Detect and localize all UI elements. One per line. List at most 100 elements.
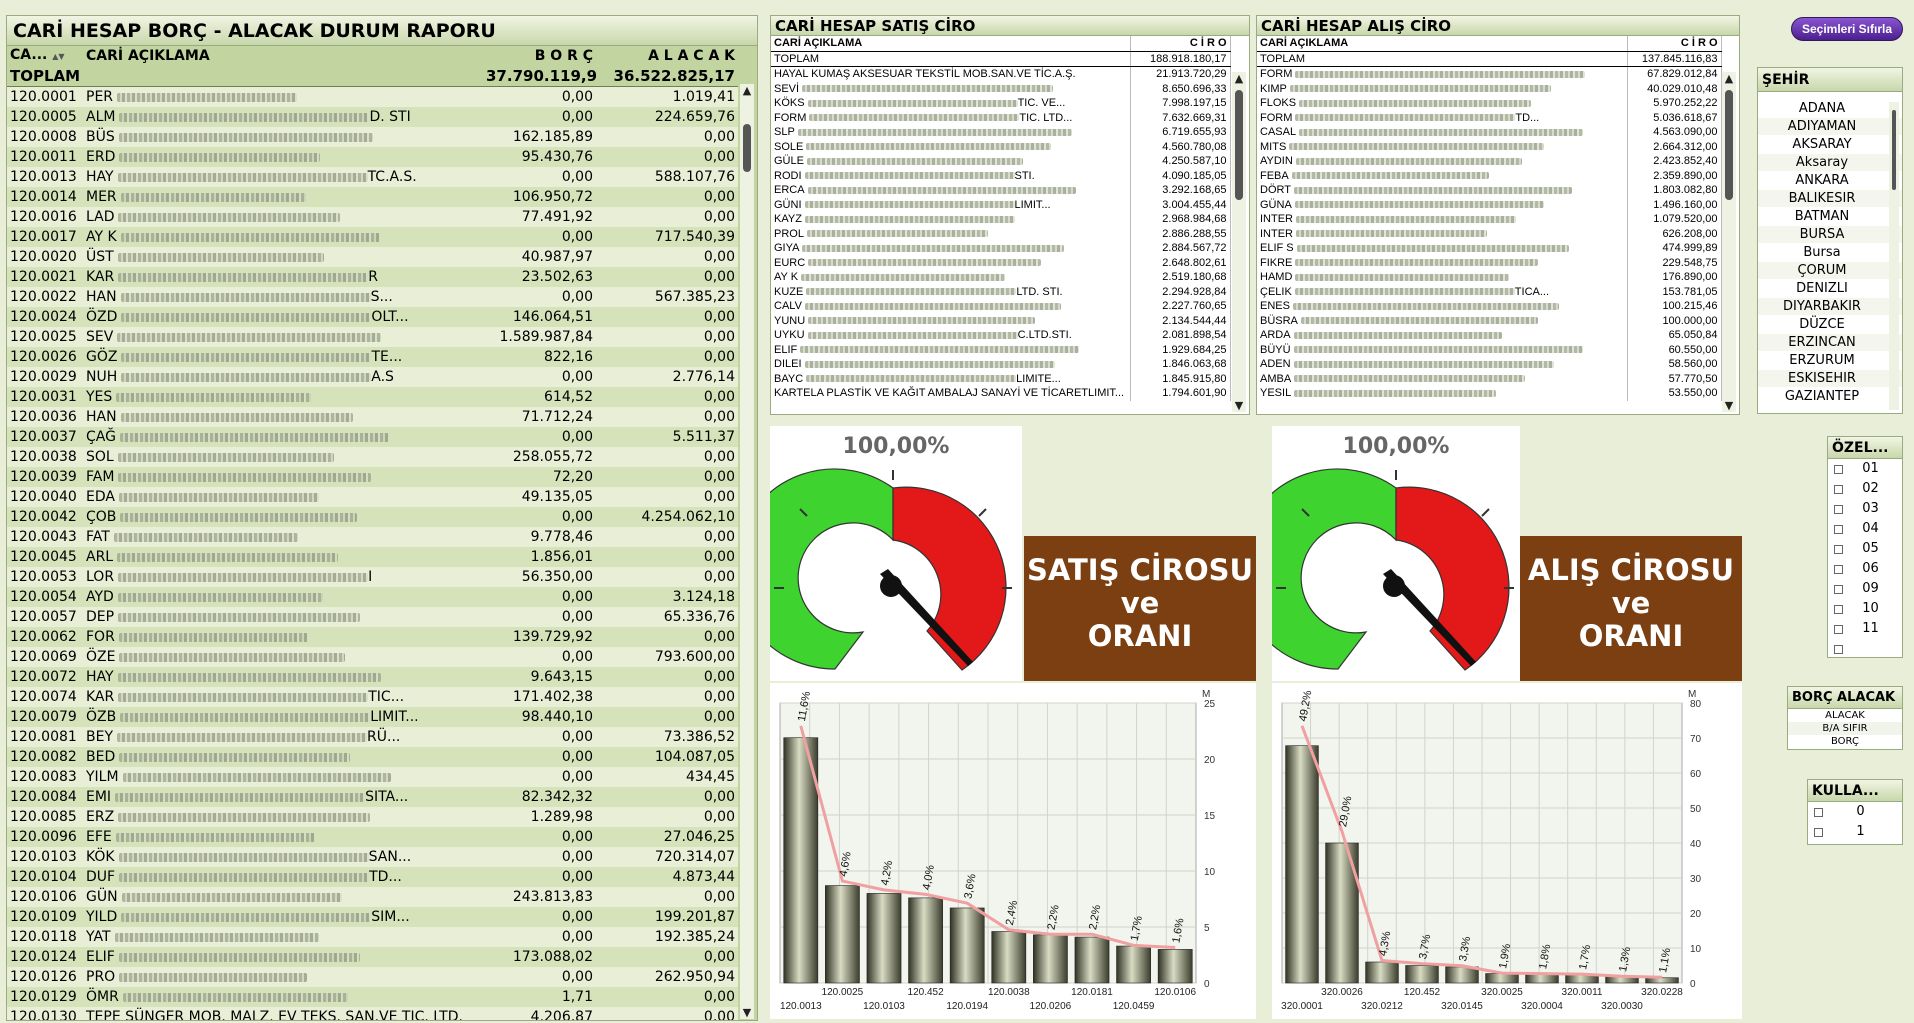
table-row[interactable]: SOLE 4.560.780,08: [771, 139, 1231, 154]
table-row[interactable]: 120.0013 HAY TC.A.S. 0,00 588.107,76: [7, 167, 738, 187]
sehir-item[interactable]: DENIZLI: [1758, 280, 1902, 298]
table-row[interactable]: 120.0126 PRO 0,00 262.950,94: [7, 967, 738, 987]
table-row[interactable]: GÜNA 1.496.160,00: [1257, 197, 1722, 212]
sehir-item[interactable]: Bursa: [1758, 244, 1902, 262]
satis-col-desc[interactable]: CARİ AÇIKLAMA: [771, 36, 1131, 52]
table-row[interactable]: 120.0081 BEY RÜ... 0,00 73.386,52: [7, 727, 738, 747]
scroll-thumb[interactable]: [1892, 110, 1896, 190]
ozel-item[interactable]: 01: [1828, 459, 1902, 479]
col-borc[interactable]: B O R Ç: [534, 48, 593, 64]
table-row[interactable]: 120.0039 FAM 72,20 0,00: [7, 467, 738, 487]
table-row[interactable]: BAYC LIMITE... 1.845.915,80: [771, 371, 1231, 386]
table-row[interactable]: 120.0129 ÖMR 1,71 0,00: [7, 987, 738, 1007]
table-row[interactable]: 120.0022 HAN S... 0,00 567.385,23: [7, 287, 738, 307]
ozel-item[interactable]: 03: [1828, 499, 1902, 519]
table-row[interactable]: SEVİ 8.650.696,33: [771, 81, 1231, 96]
col-desc[interactable]: CARİ AÇIKLAMA: [86, 48, 210, 64]
sehir-item[interactable]: ADANA: [1758, 100, 1902, 118]
alis-scrollbar[interactable]: ▲ ▼: [1722, 72, 1736, 412]
reset-selections-button[interactable]: Seçimleri Sıfırla: [1791, 17, 1903, 41]
table-row[interactable]: GIYA 2.884.567,72: [771, 241, 1231, 256]
sehir-item[interactable]: ERZURUM: [1758, 352, 1902, 370]
table-row[interactable]: DÖRT 1.803.082,80: [1257, 183, 1722, 198]
checkbox-icon[interactable]: [1814, 807, 1823, 817]
table-row[interactable]: INTER 1.079.520,00: [1257, 212, 1722, 227]
table-row[interactable]: 120.0038 SOL 258.055,72 0,00: [7, 447, 738, 467]
borc-alacak-item[interactable]: BORÇ: [1788, 735, 1902, 748]
alis-col-ciro[interactable]: C İ R O: [1627, 36, 1722, 52]
ozel-item[interactable]: 11: [1828, 619, 1902, 639]
sehir-item[interactable]: ÇORUM: [1758, 262, 1902, 280]
table-row[interactable]: KÖKS TIC. VE... 7.998.197,15: [771, 96, 1231, 111]
checkbox-icon[interactable]: [1834, 604, 1843, 614]
table-row[interactable]: YESIL 53.550,00: [1257, 386, 1722, 401]
scroll-thumb[interactable]: [743, 124, 751, 172]
table-row[interactable]: 120.0096 EFE 0,00 27.046,25: [7, 827, 738, 847]
checkbox-icon[interactable]: [1834, 644, 1843, 654]
scroll-down-icon[interactable]: ▼: [1234, 399, 1244, 412]
table-row[interactable]: 120.0084 EMI SITA... 82.342,32 0,00: [7, 787, 738, 807]
table-row[interactable]: 120.0043 FAT 9.778,46 0,00: [7, 527, 738, 547]
sehir-item[interactable]: BATMAN: [1758, 208, 1902, 226]
sehir-item[interactable]: Aksaray: [1758, 154, 1902, 172]
table-row[interactable]: 120.0057 DEP 0,00 65.336,76: [7, 607, 738, 627]
checkbox-icon[interactable]: [1834, 504, 1843, 514]
sehir-item[interactable]: ESKISEHIR: [1758, 370, 1902, 388]
checkbox-icon[interactable]: [1834, 624, 1843, 634]
table-row[interactable]: ADEN 58.560,00: [1257, 357, 1722, 372]
sehir-item[interactable]: ADIYAMAN: [1758, 118, 1902, 136]
table-row[interactable]: 120.0124 ELIF 173.088,02 0,00: [7, 947, 738, 967]
ozel-item[interactable]: 02: [1828, 479, 1902, 499]
table-row[interactable]: 120.0103 KÖK SAN... 0,00 720.314,07: [7, 847, 738, 867]
table-row[interactable]: UYKU C.LTD.STI. 2.081.898,54: [771, 328, 1231, 343]
table-row[interactable]: FORM 67.829.012,84: [1257, 66, 1722, 82]
table-row[interactable]: 120.0025 SEV 1.589.987,84 0,00: [7, 327, 738, 347]
satis-scrollbar[interactable]: ▲ ▼: [1232, 72, 1246, 412]
table-row[interactable]: CASAL 4.563.090,00: [1257, 125, 1722, 140]
table-row[interactable]: 120.0026 GÖZ TE... 822,16 0,00: [7, 347, 738, 367]
table-row[interactable]: GÜNI LIMIT... 3.004.455,44: [771, 197, 1231, 212]
table-row[interactable]: ELIF S 474.999,89: [1257, 241, 1722, 256]
scroll-up-icon[interactable]: ▲: [1234, 72, 1244, 85]
table-row[interactable]: AYDIN 2.423.852,40: [1257, 154, 1722, 169]
table-row[interactable]: 120.0109 YILD SIM... 0,00 199.201,87: [7, 907, 738, 927]
table-row[interactable]: SLP 6.719.655,93: [771, 125, 1231, 140]
table-row[interactable]: 120.0083 YILM 0,00 434,45: [7, 767, 738, 787]
table-row[interactable]: 120.0118 YAT 0,00 192.385,24: [7, 927, 738, 947]
table-row[interactable]: 120.0054 AYD 0,00 3.124,18: [7, 587, 738, 607]
table-row[interactable]: DILEI 1.846.063,68: [771, 357, 1231, 372]
table-row[interactable]: BÜSRA 100.000,00: [1257, 313, 1722, 328]
sehir-item[interactable]: ANKARA: [1758, 172, 1902, 190]
table-row[interactable]: 120.0104 DUF TD... 0,00 4.873,44: [7, 867, 738, 887]
alis-col-desc[interactable]: CARİ AÇIKLAMA: [1257, 36, 1628, 52]
satis-col-ciro[interactable]: C İ R O: [1130, 36, 1231, 52]
table-row[interactable]: YUNU 2.134.544,44: [771, 313, 1231, 328]
col-alacak[interactable]: A L A C A K: [648, 48, 735, 64]
table-row[interactable]: EURC 2.648.802,61: [771, 255, 1231, 270]
table-row[interactable]: KUZE LTD. STI. 2.294.928,84: [771, 284, 1231, 299]
scroll-thumb[interactable]: [1235, 90, 1243, 200]
sehir-item[interactable]: DÜZCE: [1758, 316, 1902, 334]
sehir-item[interactable]: AKSARAY: [1758, 136, 1902, 154]
table-row[interactable]: FEBA 2.359.890,00: [1257, 168, 1722, 183]
table-row[interactable]: 120.0069 ÖZE 0,00 793.600,00: [7, 647, 738, 667]
table-row[interactable]: 120.0024 ÖZD OLT... 146.064,51 0,00: [7, 307, 738, 327]
sehir-item[interactable]: BURSA: [1758, 226, 1902, 244]
table-row[interactable]: HAMD 176.890,00: [1257, 270, 1722, 285]
table-row[interactable]: PROL 2.886.288,55: [771, 226, 1231, 241]
table-row[interactable]: 120.0017 AY K 0,00 717.540,39: [7, 227, 738, 247]
table-row[interactable]: ERCA 3.292.168,65: [771, 183, 1231, 198]
checkbox-icon[interactable]: [1834, 524, 1843, 534]
kulla-item[interactable]: 0: [1808, 802, 1902, 822]
kulla-item[interactable]: 1: [1808, 822, 1902, 842]
table-row[interactable]: 120.0072 HAY 9.643,15 0,00: [7, 667, 738, 687]
table-row[interactable]: KARTELA PLASTİK VE KAĞIT AMBALAJ SANAYİ …: [771, 386, 1231, 401]
table-row[interactable]: 120.0130 TEPE SÜNGER MOB. MALZ. EV TEKS. …: [7, 1007, 738, 1020]
table-row[interactable]: HAYAL KUMAŞ AKSESUAR TEKSTİL MOB.SAN.VE …: [771, 66, 1231, 82]
sehir-item[interactable]: BALIKESIR: [1758, 190, 1902, 208]
checkbox-icon[interactable]: [1834, 584, 1843, 594]
sort-icon[interactable]: ▲▼: [52, 52, 65, 61]
scroll-up-icon[interactable]: ▲: [1724, 72, 1734, 85]
scroll-down-icon[interactable]: ▼: [1724, 399, 1734, 412]
table-row[interactable]: KIMP 40.029.010,48: [1257, 81, 1722, 96]
